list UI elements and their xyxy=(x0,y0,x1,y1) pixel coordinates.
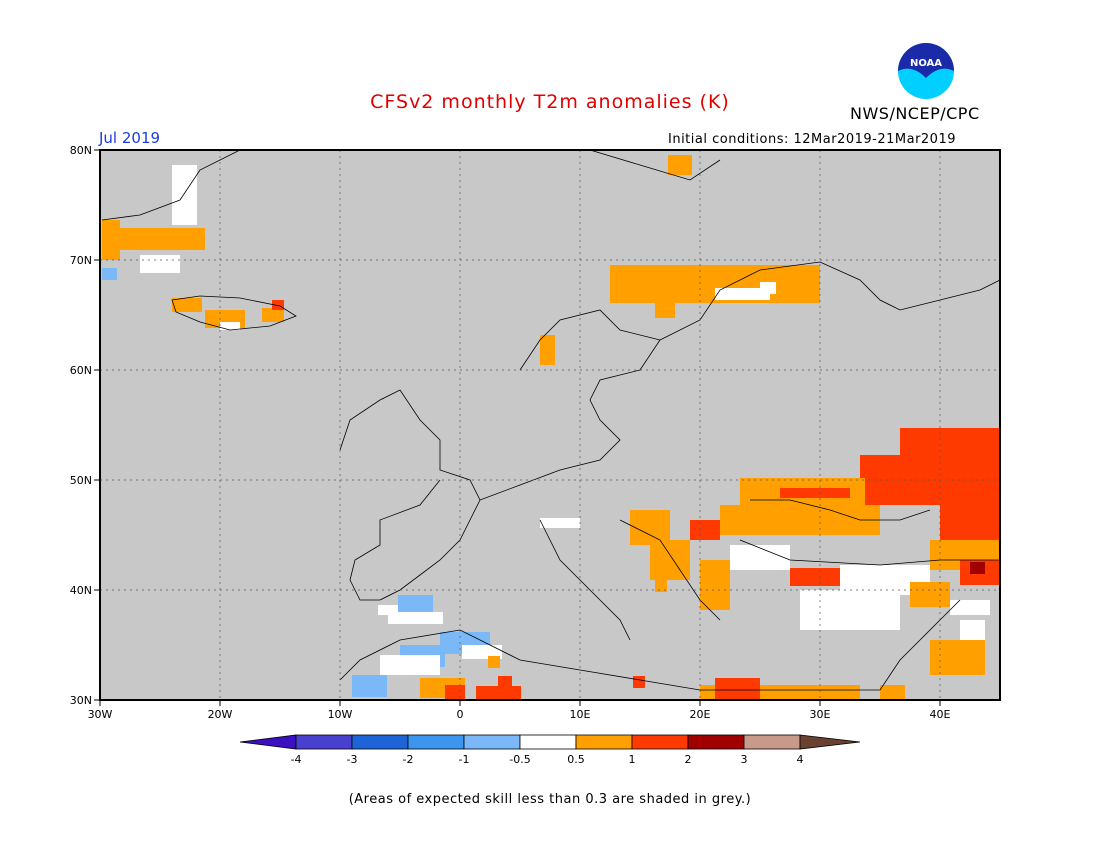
lat-tick-label: 80N xyxy=(70,144,92,157)
lon-tick-label: 30E xyxy=(810,708,831,721)
colorbar-swatch xyxy=(743,734,801,750)
lat-tick-label: 30N xyxy=(70,694,92,707)
colorbar-swatch xyxy=(687,734,745,750)
anomaly-patches xyxy=(102,155,1000,699)
colorbar: -4 -3 -2 -1 -0.5 0.5 1 2 3 4 xyxy=(239,734,861,766)
colorbar-label: 0.5 xyxy=(567,753,585,766)
colorbar-label: -2 xyxy=(403,753,414,766)
lon-tick-label: 20E xyxy=(690,708,711,721)
colorbar-label: 3 xyxy=(741,753,748,766)
noaa-logo: NOAA xyxy=(896,42,956,104)
colorbar-label: 2 xyxy=(685,753,692,766)
colorbar-label: -1 xyxy=(459,753,470,766)
colorbar-min-arrow xyxy=(239,734,297,750)
lon-tick-label: 20W xyxy=(208,708,233,721)
lat-tick-label: 60N xyxy=(70,364,92,377)
map-frame xyxy=(99,149,1001,701)
skill-footnote: (Areas of expected skill less than 0.3 a… xyxy=(348,792,752,807)
lon-tick-label: 40E xyxy=(930,708,951,721)
colorbar-swatch xyxy=(351,734,409,750)
svg-text:NOAA: NOAA xyxy=(910,58,942,69)
initial-conditions: Initial conditions: 12Mar2019-21Mar2019 xyxy=(668,132,956,147)
graticule xyxy=(100,150,1000,700)
lon-tick-label: 30W xyxy=(88,708,113,721)
colorbar-label: -3 xyxy=(347,753,358,766)
lon-tick-label: 0 xyxy=(457,708,464,721)
agency-label: NWS/NCEP/CPC xyxy=(850,104,980,123)
colorbar-label: 1 xyxy=(629,753,636,766)
forecast-month: Jul 2019 xyxy=(99,129,161,147)
colorbar-swatch xyxy=(575,734,633,750)
lon-tick-label: 10E xyxy=(570,708,591,721)
colorbar-label: -4 xyxy=(291,753,302,766)
colorbar-label: 4 xyxy=(797,753,804,766)
coastlines xyxy=(101,149,1001,691)
colorbar-label: -0.5 xyxy=(509,753,530,766)
colorbar-swatch xyxy=(463,734,521,750)
map-title: CFSv2 monthly T2m anomalies (K) xyxy=(370,91,730,113)
lon-tick-label: 10W xyxy=(328,708,353,721)
lat-tick-label: 70N xyxy=(70,254,92,267)
colorbar-swatch xyxy=(295,734,353,750)
colorbar-swatch xyxy=(631,734,689,750)
lat-tick-label: 50N xyxy=(70,474,92,487)
colorbar-max-arrow xyxy=(799,734,861,750)
colorbar-swatch xyxy=(519,734,577,750)
lat-tick-label: 40N xyxy=(70,584,92,597)
colorbar-swatch xyxy=(407,734,465,750)
